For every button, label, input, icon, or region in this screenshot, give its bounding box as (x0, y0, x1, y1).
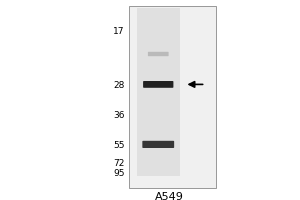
Text: 36: 36 (113, 112, 124, 120)
Text: A549: A549 (155, 192, 184, 200)
Bar (136, 8, 180, 176)
FancyBboxPatch shape (143, 81, 173, 88)
Text: 55: 55 (113, 140, 124, 149)
Bar (129, 6, 216, 188)
Text: 28: 28 (113, 81, 124, 90)
Text: 72: 72 (113, 158, 124, 168)
FancyBboxPatch shape (148, 52, 169, 56)
FancyBboxPatch shape (142, 141, 174, 148)
Text: 95: 95 (113, 168, 124, 178)
Text: 17: 17 (113, 27, 124, 36)
